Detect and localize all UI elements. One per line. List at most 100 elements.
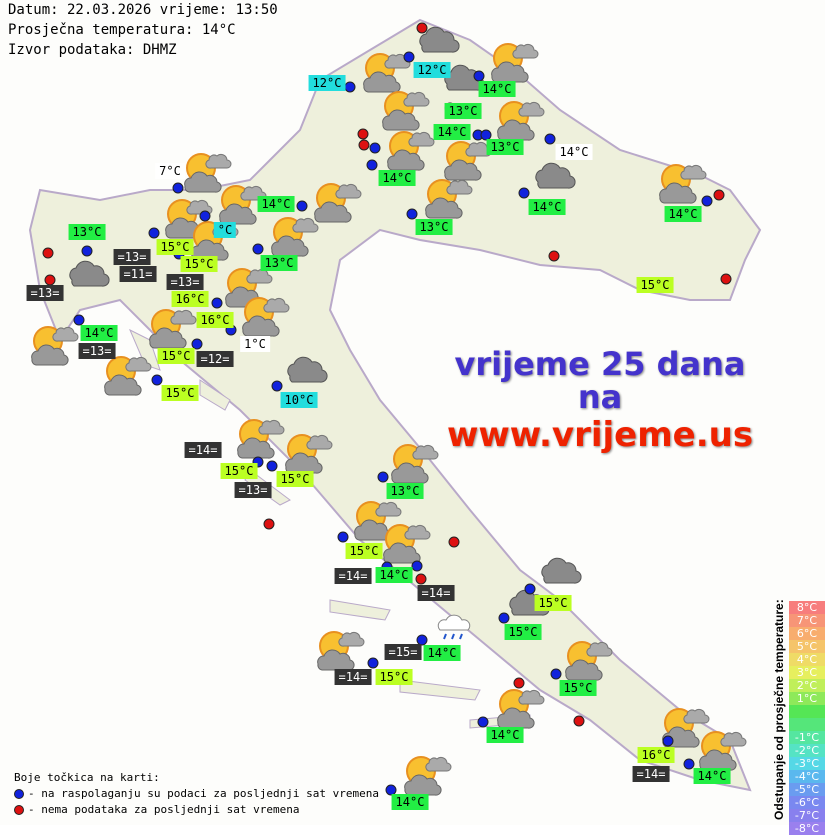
station-dot-available[interactable] (662, 735, 674, 747)
station-dot-available[interactable] (524, 583, 536, 595)
station-dot-unavailable[interactable] (44, 274, 56, 286)
station-dot-available[interactable] (473, 70, 485, 82)
station-temperature[interactable]: 12°C (308, 75, 346, 91)
station-temperature[interactable]: =13= (113, 249, 151, 265)
station-temperature[interactable]: 15°C (156, 239, 194, 255)
station-dot-available[interactable] (544, 133, 556, 145)
station-dot-available[interactable] (683, 758, 695, 770)
station-temperature[interactable]: 15°C (559, 680, 597, 696)
station-temperature[interactable]: 16°C (171, 291, 209, 307)
station-dot-available[interactable] (369, 142, 381, 154)
station-temperature[interactable]: 14°C (555, 144, 593, 160)
station-temperature[interactable]: =14= (417, 585, 455, 601)
station-temperature[interactable]: 14°C (486, 727, 524, 743)
station-temperature[interactable]: =14= (184, 442, 222, 458)
station-dot-available[interactable] (73, 314, 85, 326)
station-temperature[interactable]: 14°C (257, 196, 295, 212)
station-temperature[interactable]: 15°C (636, 277, 674, 293)
station-temperature[interactable]: =13= (234, 482, 272, 498)
station-dot-available[interactable] (148, 227, 160, 239)
station-temperature[interactable]: 15°C (276, 471, 314, 487)
station-dot-available[interactable] (480, 129, 492, 141)
station-temperature[interactable]: 14°C (693, 768, 731, 784)
station-dot-available[interactable] (252, 243, 264, 255)
station-temperature[interactable]: 14°C (378, 170, 416, 186)
station-temperature[interactable]: 14°C (478, 81, 516, 97)
station-temperature[interactable]: 15°C (534, 595, 572, 611)
station-dot-available[interactable] (367, 657, 379, 669)
station-dot-available[interactable] (191, 338, 203, 350)
station-dot-unavailable[interactable] (358, 139, 370, 151)
station-dot-available[interactable] (377, 471, 389, 483)
station-temperature[interactable]: 13°C (386, 483, 424, 499)
station-dot-available[interactable] (81, 245, 93, 257)
station-temperature[interactable]: =14= (334, 669, 372, 685)
station-temperature[interactable]: 16°C (637, 747, 675, 763)
station-temperature[interactable]: 15°C (504, 624, 542, 640)
station-temperature[interactable]: 10°C (280, 392, 318, 408)
station-temperature[interactable]: 13°C (444, 103, 482, 119)
station-temperature[interactable]: 7°C (155, 163, 185, 179)
station-dot-available[interactable] (518, 187, 530, 199)
station-dot-unavailable[interactable] (42, 247, 54, 259)
station-dot-available[interactable] (406, 208, 418, 220)
station-temperature[interactable]: =14= (334, 568, 372, 584)
station-temperature[interactable]: 15°C (375, 669, 413, 685)
station-dot-available[interactable] (550, 668, 562, 680)
station-dot-unavailable[interactable] (357, 128, 369, 140)
station-dot-unavailable[interactable] (513, 677, 525, 689)
station-temperature[interactable]: 14°C (423, 645, 461, 661)
station-temperature[interactable]: 15°C (157, 348, 195, 364)
station-dot-available[interactable] (477, 716, 489, 728)
station-dot-available[interactable] (266, 460, 278, 472)
station-dot-available[interactable] (172, 182, 184, 194)
station-temperature[interactable]: =13= (26, 285, 64, 301)
station-dot-available[interactable] (337, 531, 349, 543)
station-dot-available[interactable] (498, 612, 510, 624)
station-temperature[interactable]: 13°C (415, 219, 453, 235)
station-temperature[interactable]: =14= (632, 766, 670, 782)
station-temperature[interactable]: =11= (119, 266, 157, 282)
station-dot-available[interactable] (199, 210, 211, 222)
station-dot-available[interactable] (416, 634, 428, 646)
station-temperature[interactable]: =13= (78, 343, 116, 359)
station-temperature[interactable]: 13°C (486, 139, 524, 155)
station-temperature[interactable]: 14°C (664, 206, 702, 222)
station-dot-unavailable[interactable] (448, 536, 460, 548)
station-dot-unavailable[interactable] (548, 250, 560, 262)
station-dot-available[interactable] (151, 374, 163, 386)
station-dot-available[interactable] (211, 297, 223, 309)
station-dot-available[interactable] (344, 81, 356, 93)
station-temperature[interactable]: 14°C (433, 124, 471, 140)
station-dot-available[interactable] (252, 456, 264, 468)
station-temperature[interactable]: 1°C (240, 336, 270, 352)
station-dot-available[interactable] (296, 200, 308, 212)
station-dot-unavailable[interactable] (720, 273, 732, 285)
station-dot-unavailable[interactable] (713, 189, 725, 201)
station-temperature[interactable]: 14°C (80, 325, 118, 341)
station-temperature[interactable]: 16°C (196, 312, 234, 328)
station-temperature[interactable]: 15°C (345, 543, 383, 559)
station-dot-available[interactable] (403, 51, 415, 63)
station-temperature[interactable]: 14°C (528, 199, 566, 215)
station-dot-unavailable[interactable] (573, 715, 585, 727)
station-dot-available[interactable] (701, 195, 713, 207)
station-dot-available[interactable] (385, 784, 397, 796)
station-temperature[interactable]: =15= (384, 644, 422, 660)
station-temperature[interactable]: 15°C (220, 463, 258, 479)
station-dot-available[interactable] (271, 380, 283, 392)
station-temperature[interactable]: 14°C (375, 567, 413, 583)
station-temperature[interactable]: 14°C (391, 794, 429, 810)
station-temperature[interactable]: 15°C (180, 256, 218, 272)
station-temperature[interactable]: 13°C (68, 224, 106, 240)
station-dot-unavailable[interactable] (263, 518, 275, 530)
ad-link[interactable]: www.vrijeme.us (446, 415, 754, 455)
station-temperature[interactable]: =13= (166, 274, 204, 290)
station-dot-unavailable[interactable] (415, 573, 427, 585)
station-temperature[interactable]: °C (213, 222, 237, 238)
station-temperature[interactable]: =12= (196, 351, 234, 367)
station-dot-available[interactable] (366, 159, 378, 171)
station-temperature[interactable]: 15°C (161, 385, 199, 401)
station-dot-available[interactable] (411, 560, 423, 572)
station-temperature[interactable]: 12°C (413, 62, 451, 78)
